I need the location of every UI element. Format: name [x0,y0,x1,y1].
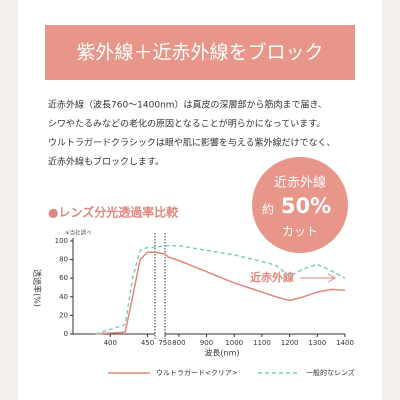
badge-text: 約 [262,202,274,217]
x-tick-label: 450 [141,339,154,347]
badge-text: カット [282,225,318,239]
legend-label: 一般的なレンズ [306,368,355,377]
body-line: ウルトラガードクラシックは眼や肌に影響を与える紫外線だけでなく、 [48,137,336,149]
chart-subtitle: ※当社調べ [65,229,92,237]
chart-title: ●レンズ分光透過率比較 [48,205,179,220]
body-line: 近赤外線（波長760〜1400nm）は真皮の深層部から筋肉まで届き、 [48,99,327,111]
x-tick-label: 750 [158,339,171,347]
body-line: シワやたるみなどの老化の原因となることが明らかになっています。 [48,118,325,130]
x-tick-label: 1300 [308,339,326,347]
x-tick-label: 400 [104,339,117,347]
banner-title: 紫外線＋近赤外線をブロック [76,41,323,64]
x-axis-label: 波長(nm) [204,348,239,358]
legend-label: ウルトラガード<クリア> [156,368,238,377]
body-text: 近赤外線（波長760〜1400nm）は真皮の深層部から筋肉まで届き、 シワやたる… [48,99,336,168]
x-tick-label: 1100 [253,339,271,347]
x-tick-label: 1200 [281,339,299,347]
series-line [95,244,346,335]
y-tick-label: 0 [64,330,68,338]
annotation-arrow [300,273,337,283]
x-tick-label: 1400 [336,339,354,347]
x-tick-label: 900 [200,339,213,347]
y-tick-label: 20 [59,311,68,319]
y-tick-label: 60 [59,274,68,282]
badge-text: 近赤外線 [274,175,326,191]
y-tick-label: 100 [55,237,68,245]
banner [45,25,355,80]
x-tick-label: 800 [172,339,185,347]
badge [252,157,348,253]
x-tick-label: 1000 [225,339,243,347]
y-axis-label: 透過率(%) [33,269,43,307]
annotation: 近赤外線 [250,270,294,284]
series-line [95,251,346,335]
badge-value: 50% [281,194,331,218]
y-tick-label: 40 [59,293,68,301]
body-line: 近赤外線もブロックします。 [48,156,164,168]
y-tick-label: 80 [59,256,68,264]
